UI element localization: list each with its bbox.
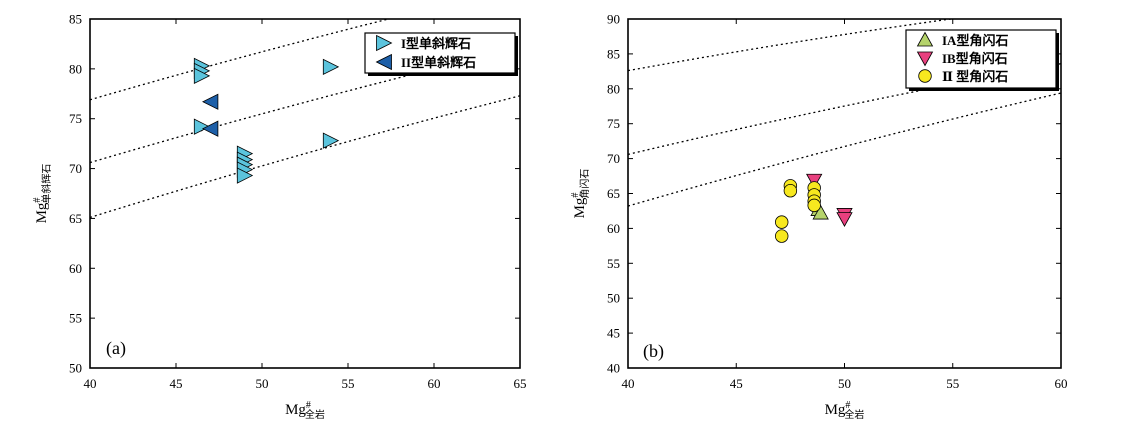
- legend-box: [364, 32, 516, 74]
- y-tick-label: 50: [69, 361, 82, 376]
- x-axis-label-sub: 全岩: [844, 408, 864, 421]
- x-tick-label: 60: [1055, 376, 1068, 391]
- reference-line-1: [90, 19, 392, 101]
- panel-label: (b): [643, 341, 664, 362]
- y-tick-label: 85: [607, 46, 620, 61]
- x-axis-label: Mg#全岩: [825, 400, 865, 421]
- legend-label: Ⅱ 型角闪石: [942, 69, 1008, 84]
- x-axis-label-main: Mg: [285, 402, 306, 418]
- legend-label: IB型角闪石: [942, 51, 1008, 66]
- y-tick-label: 55: [607, 256, 620, 271]
- data-point: [775, 229, 789, 243]
- y-tick-label: 55: [69, 311, 82, 326]
- y-tick-label: 50: [607, 291, 620, 306]
- x-tick-label: 40: [84, 376, 97, 391]
- data-point: [783, 184, 798, 198]
- data-point: [807, 198, 821, 213]
- legend: I型单斜辉石 II型单斜辉石: [364, 32, 518, 76]
- data-point: [193, 118, 211, 135]
- legend: IA型角闪石 IB型角闪石 Ⅱ 型角闪石: [905, 29, 1059, 91]
- reference-lines: [90, 19, 520, 219]
- x-tick-label: 50: [256, 376, 269, 391]
- data-point: [775, 215, 789, 229]
- data-point: [202, 120, 219, 137]
- data-point: [236, 167, 254, 184]
- y-axis-label-sup: #: [32, 198, 43, 203]
- data-point: [806, 173, 823, 189]
- legend-marker: [918, 69, 932, 83]
- legend-label: II型单斜辉石: [401, 55, 476, 70]
- data-point: [836, 212, 853, 227]
- data-point: [202, 93, 219, 110]
- x-tick-label: 55: [946, 376, 959, 391]
- y-tick-label: 60: [69, 261, 82, 276]
- data-point: [322, 58, 340, 76]
- plot-frame: [89, 18, 521, 369]
- y-tick-label: 40: [607, 361, 620, 376]
- y-tick-label: 70: [607, 151, 620, 166]
- x-tick-label: 50: [838, 376, 851, 391]
- x-tick-label: 45: [730, 376, 743, 391]
- legend-marker: [376, 34, 393, 52]
- x-tick-label: 60: [428, 376, 441, 391]
- y-axis-label-main: Mg: [34, 202, 50, 223]
- y-axis-label-main: Mg: [572, 197, 588, 218]
- x-axis-label-sup: #: [845, 400, 850, 411]
- x-axis-label-sup: #: [306, 400, 311, 411]
- series-1: [193, 57, 340, 184]
- panel-a: 40 45 50 55 60 655055606570758085Mg#全岩Mg#单斜辉石…: [32, 12, 527, 422]
- x-tick-label: 65: [514, 376, 527, 391]
- x-axis-label: Mg#全岩: [285, 400, 325, 421]
- reference-lines: [628, 19, 1061, 207]
- reference-line-2: [90, 47, 520, 164]
- y-axis-label-sub: 单斜辉石: [40, 164, 53, 204]
- y-tick-label: 75: [69, 111, 82, 126]
- legend-label: I型单斜辉石: [401, 36, 471, 51]
- x-axis-label-sub: 全岩: [305, 408, 325, 421]
- reference-line-3: [628, 92, 1061, 207]
- series-2: [806, 173, 853, 227]
- x-tick-label: 45: [170, 376, 183, 391]
- x-tick-label: 40: [622, 376, 635, 391]
- y-axis-label-sub: 角闪石: [578, 169, 591, 199]
- reference-line-3: [90, 95, 520, 219]
- y-tick-label: 70: [69, 161, 82, 176]
- data-point: [193, 67, 211, 84]
- y-tick-label: 85: [69, 12, 82, 27]
- data-point: [812, 204, 829, 220]
- legend-label: IA型角闪石: [942, 33, 1008, 48]
- y-axis-label-sup: #: [570, 193, 581, 198]
- x-axis-label-main: Mg: [825, 402, 846, 418]
- y-tick-label: 80: [69, 61, 82, 76]
- reference-line-2: [628, 63, 1061, 156]
- y-tick-label: 65: [607, 186, 620, 201]
- y-tick-label: 80: [607, 81, 620, 96]
- y-tick-label: 65: [69, 211, 82, 226]
- y-tick-label: 90: [607, 12, 620, 27]
- y-axis-label: Mg#单斜辉石: [32, 164, 53, 224]
- y-tick-label: 75: [607, 116, 620, 131]
- x-tick-label: 55: [342, 376, 355, 391]
- series-2: [202, 93, 219, 137]
- legend-marker: [916, 51, 934, 67]
- y-tick-label: 45: [607, 326, 620, 341]
- panel-b: 40 45 50 55 604045505560657075808590Mg#全岩Mg#…: [570, 12, 1068, 422]
- legend-marker: [375, 53, 392, 71]
- legend-marker: [916, 31, 934, 47]
- data-point: [322, 132, 340, 149]
- y-tick-label: 60: [607, 221, 620, 236]
- panel-label: (a): [106, 338, 126, 359]
- series-3: [775, 179, 821, 243]
- y-axis-label: Mg#角闪石: [570, 169, 591, 219]
